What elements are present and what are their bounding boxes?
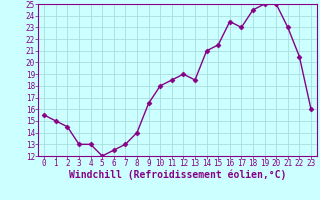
X-axis label: Windchill (Refroidissement éolien,°C): Windchill (Refroidissement éolien,°C) <box>69 170 286 180</box>
